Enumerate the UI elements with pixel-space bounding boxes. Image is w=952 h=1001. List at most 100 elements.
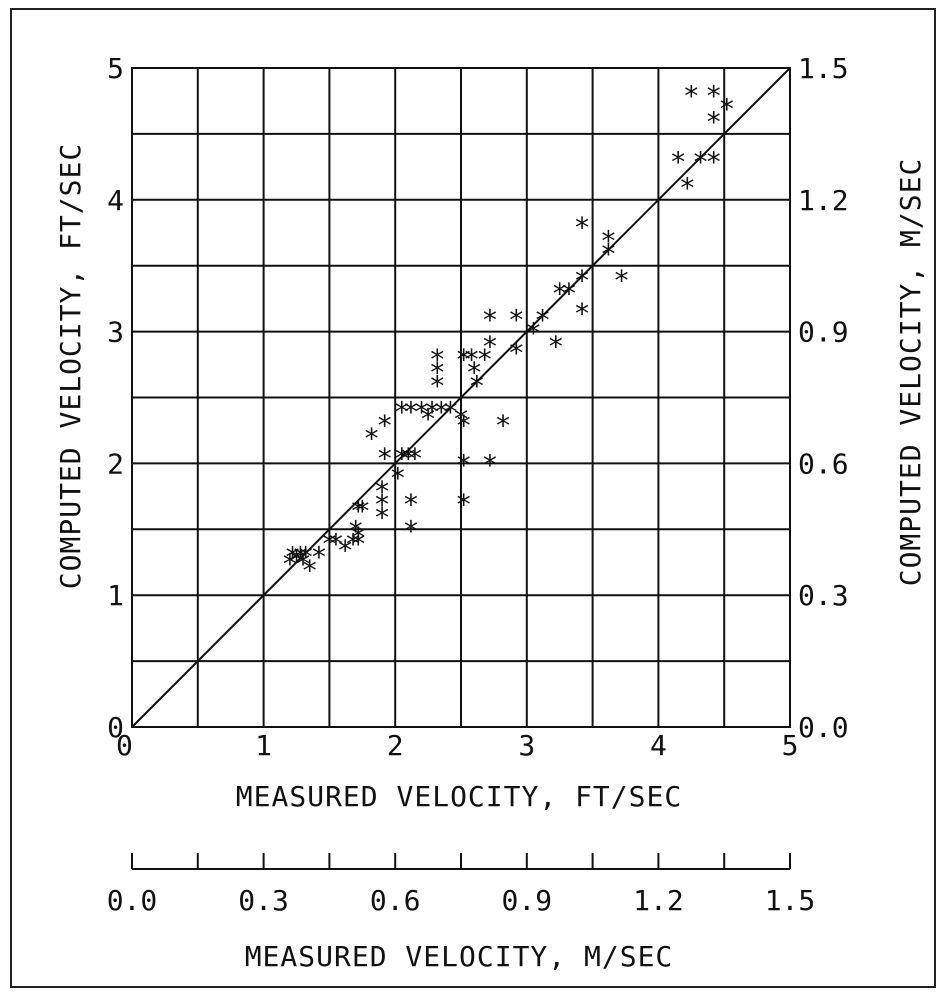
data-point: * [600, 238, 617, 271]
x2-tick-labels: 0.0 0.3 0.6 0.9 1.2 1.5 [107, 884, 816, 917]
data-point: * [547, 330, 564, 363]
data-point: * [284, 541, 301, 574]
y2-axis-title: COMPUTED VELOCITY, M/SEC [894, 158, 927, 587]
data-point: * [455, 409, 472, 442]
data-point: * [301, 554, 318, 587]
y-tick-labels: 0 1 2 3 4 5 [107, 52, 124, 744]
data-point: * [551, 277, 568, 310]
y-tick-label: 1 [107, 579, 124, 612]
x2-axis-title: MEASURED VELOCITY, M/SEC [245, 940, 674, 973]
data-point: * [463, 343, 480, 376]
data-point: * [433, 396, 450, 429]
y-tick-label: 0 [107, 711, 124, 744]
data-point: * [424, 396, 441, 429]
data-point: * [328, 527, 345, 560]
data-point: * [400, 442, 417, 475]
data-point: * [482, 330, 499, 363]
data-point: * [574, 297, 591, 330]
data-point: * [389, 462, 406, 495]
data-point: * [350, 527, 367, 560]
data-point: * [705, 79, 722, 112]
secondary-x-axis [131, 853, 791, 870]
data-point: * [292, 541, 309, 574]
data-point: * [403, 396, 420, 429]
data-point: * [374, 501, 391, 534]
data-point: * [347, 514, 364, 547]
data-point: * [429, 356, 446, 389]
data-point: * [508, 336, 525, 369]
data-point: * [482, 448, 499, 481]
equality-reference-line [131, 67, 791, 728]
y-tick-label: 4 [107, 184, 124, 217]
data-point: * [534, 303, 551, 336]
data-point: * [354, 495, 371, 528]
data-point: * [310, 541, 327, 574]
data-point: * [295, 547, 312, 580]
data-point: * [374, 488, 391, 521]
x-tick-labels: 0 1 2 3 4 5 [116, 729, 798, 762]
x-tick-label: 3 [518, 729, 535, 762]
data-point: * [455, 448, 472, 481]
data-point: * [482, 303, 499, 336]
data-point: * [476, 343, 493, 376]
data-point: * [281, 547, 298, 580]
data-point: * [374, 475, 391, 508]
data-point: * [350, 521, 367, 554]
data-point: * [376, 409, 393, 442]
data-point: * [455, 488, 472, 521]
y2-tick-label: 1.5 [798, 52, 849, 85]
data-point: * [692, 145, 709, 178]
data-point: * [466, 356, 483, 389]
data-point: * [321, 527, 338, 560]
x-tick-label: 1 [255, 729, 272, 762]
data-point: * [413, 396, 430, 429]
data-point: * [350, 495, 367, 528]
y2-tick-label: 1.2 [798, 184, 849, 217]
y-tick-label: 3 [107, 316, 124, 349]
data-point: * [705, 145, 722, 178]
x-tick-label: 4 [650, 729, 667, 762]
x2-tick-label: 1.5 [765, 884, 816, 917]
data-point: * [393, 396, 410, 429]
data-point: * [429, 369, 446, 402]
x-axis-title: MEASURED VELOCITY, FT/SEC [236, 780, 682, 813]
data-points: ****************************************… [281, 79, 735, 586]
y2-tick-label: 0.0 [798, 711, 849, 744]
y2-tick-label: 0.3 [798, 579, 849, 612]
x2-tick-label: 0.0 [107, 884, 158, 917]
y-tick-label: 5 [107, 52, 124, 85]
data-point: * [442, 396, 459, 429]
data-point: * [705, 106, 722, 139]
plot-grid [132, 68, 790, 727]
data-point: * [393, 442, 410, 475]
data-point: * [403, 488, 420, 521]
data-point: * [679, 172, 696, 205]
data-point: * [420, 402, 437, 435]
x-tick-label: 5 [782, 729, 799, 762]
y-tick-label: 2 [107, 447, 124, 480]
data-point: * [297, 541, 314, 574]
x2-tick-label: 1.2 [633, 884, 684, 917]
data-point: * [670, 145, 687, 178]
y2-tick-labels: 0.0 0.3 0.6 0.9 1.2 1.5 [798, 52, 849, 744]
data-point: * [453, 402, 470, 435]
x2-tick-label: 0.6 [370, 884, 421, 917]
y2-tick-label: 0.6 [798, 447, 849, 480]
data-point: * [403, 514, 420, 547]
data-point: * [574, 211, 591, 244]
data-point: * [508, 303, 525, 336]
data-point: * [613, 264, 630, 297]
data-point: * [376, 442, 393, 475]
y2-tick-label: 0.9 [798, 316, 849, 349]
x-tick-label: 2 [387, 729, 404, 762]
data-point: * [429, 343, 446, 376]
data-point: * [495, 409, 512, 442]
plot-area-border [131, 67, 791, 728]
data-point: * [600, 224, 617, 257]
x2-tick-label: 0.9 [502, 884, 553, 917]
data-point: * [525, 317, 542, 350]
data-point: * [455, 343, 472, 376]
data-point: * [345, 527, 362, 560]
figure-frame [10, 8, 936, 988]
